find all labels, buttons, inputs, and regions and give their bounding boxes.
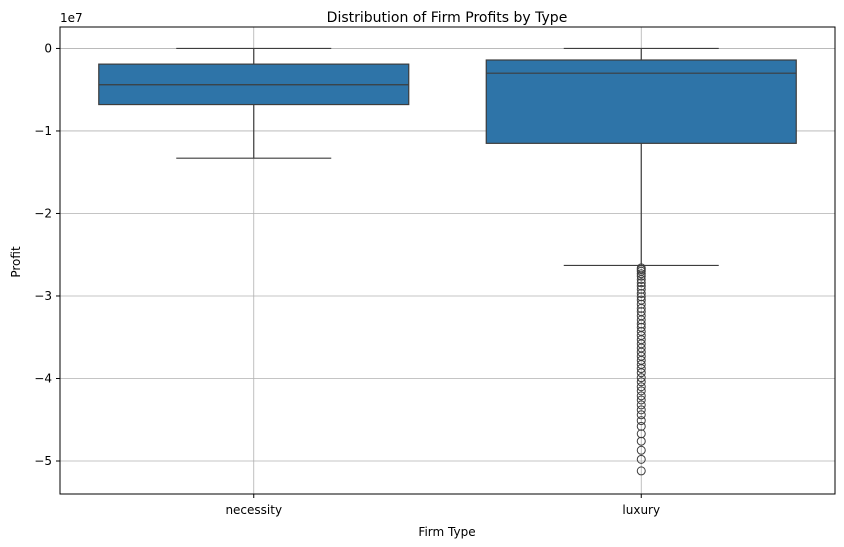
x-axis-label: Firm Type [418,525,475,539]
outlier-point [636,436,646,446]
y-tick-label: −1 [34,124,52,138]
outlier-point [636,373,646,383]
outlier-point [636,466,646,476]
outlier-point [636,269,646,279]
outlier-point [636,289,646,299]
box-necessity [98,47,410,159]
x-tick-label-necessity: necessity [225,503,282,517]
outlier-point [636,364,646,374]
outlier-point [636,395,646,405]
outlier-point [636,410,646,420]
outlier-point [636,421,646,431]
outlier-point [636,400,646,410]
outlier-point [636,429,646,439]
outlier-point [636,391,646,401]
outlier-point [636,386,646,396]
x-tick-label-luxury: luxury [622,503,660,517]
outlier-point [636,319,646,329]
outlier-point [636,303,646,313]
outlier-point [636,405,646,415]
outlier-point [636,281,646,291]
outlier-point [636,377,646,387]
y-axis-ticks: 0 −1 −2 −3 −4 −5 [34,41,60,468]
outlier-point [636,315,646,325]
outlier-point [636,416,646,426]
outlier-point [636,382,646,392]
y-axis-label: Profit [9,246,23,278]
y-axis-offset-label: 1e7 [60,11,83,25]
interquartile-box [485,59,797,144]
chart-title: Distribution of Firm Profits by Type [327,10,568,26]
outlier-point [636,292,646,302]
plot-area-frame [59,26,836,495]
y-tick-label: −5 [34,454,52,468]
y-tick-label: 0 [44,41,52,55]
box-luxury [485,47,797,476]
outlier-point [636,278,646,288]
outlier-point [636,299,646,309]
y-tick-label: −4 [34,371,52,385]
outlier-point [636,445,646,455]
x-axis-ticks: necessity luxury [225,494,660,517]
outlier-point [636,274,646,284]
box-plot-series [98,47,797,476]
y-tick-label: −2 [34,206,52,220]
outlier-point [636,284,646,294]
y-tick-label: −3 [34,289,52,303]
outlier-point [636,368,646,378]
outlier-point [636,454,646,464]
outlier-point [636,271,646,281]
